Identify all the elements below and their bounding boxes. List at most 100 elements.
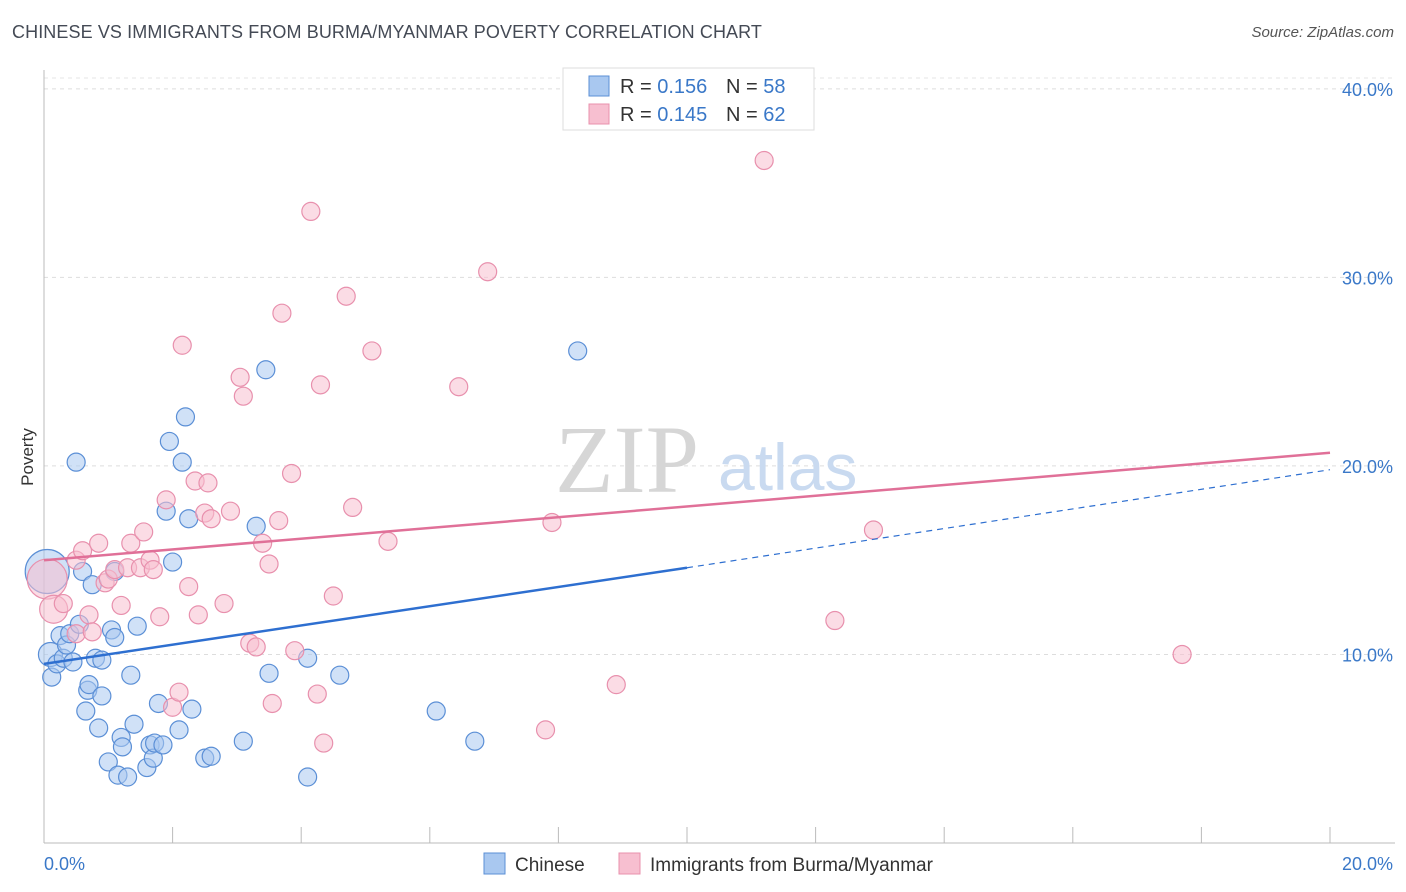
burma-point-60 bbox=[1172, 644, 1192, 665]
chinese-point-47 bbox=[233, 731, 253, 751]
watermark-atlas: atlas bbox=[718, 430, 857, 504]
chinese-point-26 bbox=[112, 737, 133, 757]
burma-point-30 bbox=[214, 593, 234, 614]
burma-point-47 bbox=[323, 586, 343, 606]
burma-point-7 bbox=[82, 622, 102, 642]
chinese-point-28 bbox=[121, 665, 141, 685]
burma-points bbox=[26, 150, 1192, 753]
burma-point-49 bbox=[343, 497, 363, 518]
chinese-point-17 bbox=[89, 718, 109, 738]
y-tick-label-40: 40.0% bbox=[1342, 80, 1393, 100]
bottom-legend: Chinese Immigrants from Burma/Myanmar bbox=[483, 852, 934, 876]
chinese-point-23 bbox=[105, 627, 125, 648]
x-tick-label-max: 20.0% bbox=[1342, 854, 1393, 874]
burma-point-28 bbox=[198, 473, 218, 493]
chinese-point-43 bbox=[179, 509, 199, 529]
burma-point-40 bbox=[269, 511, 289, 531]
burma-point-59 bbox=[863, 520, 884, 540]
chinese-point-39 bbox=[163, 552, 183, 572]
chart-source: Source: ZipAtlas.com bbox=[1251, 24, 1394, 41]
chinese-point-8 bbox=[63, 652, 83, 672]
legend-n-label: N = bbox=[726, 76, 763, 98]
y-tick-labels: 10.0% 20.0% 30.0% 40.0% bbox=[1342, 80, 1393, 666]
chinese-point-27 bbox=[117, 767, 138, 787]
chinese-point-29 bbox=[124, 714, 144, 734]
legend-n-value: 58 bbox=[763, 76, 785, 98]
chinese-trend-line bbox=[43, 566, 688, 666]
burma-trend-line bbox=[43, 451, 1331, 562]
legend-n-label: N = bbox=[726, 104, 763, 126]
burma-point-29 bbox=[201, 509, 221, 529]
burma-point-41 bbox=[281, 463, 302, 484]
chinese-point-48 bbox=[246, 516, 266, 536]
chinese-point-9 bbox=[66, 452, 86, 472]
axes bbox=[43, 70, 1395, 844]
chinese-point-36 bbox=[153, 735, 173, 755]
bottom-legend-label-chinese: Chinese bbox=[515, 855, 585, 876]
legend-r-label: R = bbox=[620, 104, 657, 126]
chinese-point-40 bbox=[169, 720, 189, 740]
chinese-point-50 bbox=[259, 663, 279, 683]
burma-point-46 bbox=[314, 733, 334, 753]
burma-point-8 bbox=[89, 533, 109, 553]
burma-point-54 bbox=[535, 720, 556, 740]
burma-point-57 bbox=[754, 150, 774, 171]
burma-point-53 bbox=[478, 262, 498, 282]
burma-point-5 bbox=[72, 541, 93, 561]
burma-point-51 bbox=[378, 531, 398, 551]
burma-point-0 bbox=[26, 558, 68, 600]
legend-row-burma: R = 0.145 N = 62 bbox=[620, 104, 786, 126]
legend-row-chinese: R = 0.156 N = 58 bbox=[620, 76, 786, 98]
chinese-point-56 bbox=[568, 341, 588, 361]
burma-point-45 bbox=[310, 375, 331, 395]
burma-point-23 bbox=[172, 335, 192, 355]
legend-r-value: 0.156 bbox=[657, 76, 707, 98]
y-axis-label: Poverty bbox=[18, 428, 37, 486]
legend-n-value: 62 bbox=[763, 104, 785, 126]
burma-point-16 bbox=[134, 522, 154, 542]
burma-point-37 bbox=[259, 554, 279, 574]
chinese-point-54 bbox=[426, 701, 446, 721]
burma-point-6 bbox=[79, 605, 99, 625]
burma-point-3 bbox=[66, 624, 86, 644]
chinese-point-19 bbox=[92, 686, 112, 706]
chinese-point-53 bbox=[330, 665, 350, 685]
chart-title: CHINESE VS IMMIGRANTS FROM BURMA/MYANMAR… bbox=[12, 22, 763, 42]
burma-point-56 bbox=[606, 675, 626, 695]
legend-swatch-chinese bbox=[588, 75, 610, 97]
burma-point-48 bbox=[336, 286, 356, 306]
legend-r-label: R = bbox=[620, 76, 657, 98]
legend-r-value: 0.145 bbox=[657, 104, 707, 126]
y-tick-label-10: 10.0% bbox=[1342, 645, 1393, 665]
burma-point-39 bbox=[272, 303, 292, 323]
chinese-point-30 bbox=[127, 616, 147, 636]
burma-point-2 bbox=[53, 593, 73, 614]
bottom-legend-swatch-chinese bbox=[483, 852, 506, 875]
bottom-legend-swatch-burma bbox=[618, 852, 641, 875]
chinese-point-38 bbox=[159, 431, 179, 452]
y-tick-label-20: 20.0% bbox=[1342, 457, 1393, 477]
burma-point-42 bbox=[285, 641, 305, 661]
burma-point-44 bbox=[307, 684, 327, 704]
watermark-zip: ZIP bbox=[555, 406, 699, 513]
burma-point-58 bbox=[825, 610, 845, 631]
x-tick-labels: 0.0% 20.0% bbox=[44, 854, 1393, 874]
trend-lines bbox=[43, 451, 1331, 666]
burma-point-52 bbox=[449, 377, 469, 397]
burma-point-20 bbox=[156, 490, 176, 510]
chinese-point-49 bbox=[256, 360, 276, 380]
burma-point-38 bbox=[262, 693, 282, 714]
chinese-points bbox=[24, 341, 588, 787]
burma-point-35 bbox=[246, 637, 266, 657]
bottom-legend-label-burma: Immigrants from Burma/Myanmar bbox=[650, 855, 934, 876]
chinese-point-42 bbox=[175, 407, 196, 427]
burma-point-33 bbox=[233, 386, 253, 406]
burma-point-12 bbox=[111, 595, 131, 616]
chinese-point-20 bbox=[98, 752, 118, 772]
chinese-point-51 bbox=[298, 767, 318, 787]
burma-point-43 bbox=[301, 201, 321, 222]
chinese-trend-extension bbox=[686, 469, 1331, 569]
burma-point-32 bbox=[230, 367, 250, 387]
burma-point-24 bbox=[179, 576, 199, 597]
